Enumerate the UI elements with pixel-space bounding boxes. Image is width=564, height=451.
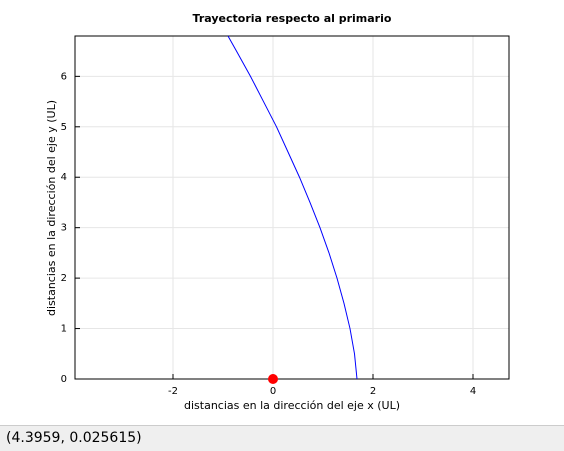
y-tick-label: 6	[61, 71, 67, 82]
y-tick-label: 5	[61, 122, 67, 133]
point	[268, 374, 278, 384]
y-axis-label: distancias en la dirección del eje y (UL…	[45, 100, 58, 316]
y-tick-label: 4	[61, 172, 67, 183]
status-bar: (4.3959, 0.025615)	[0, 425, 564, 451]
x-axis-label: distancias en la dirección del eje x (UL…	[184, 399, 400, 412]
x-tick-label: 0	[270, 386, 276, 397]
chart: Trayectoria respecto al primario distanc…	[45, 12, 510, 412]
y-tick-label: 3	[61, 223, 67, 234]
plot-frame	[74, 35, 510, 380]
x-tick-label: 2	[370, 386, 376, 397]
y-tick-label: 2	[61, 273, 67, 284]
x-tick-label: 4	[470, 386, 476, 397]
x-tick-label: -2	[168, 386, 178, 397]
chart-title: Trayectoria respecto al primario	[193, 12, 392, 25]
line	[227, 35, 358, 380]
y-tick-label: 0	[61, 374, 67, 385]
y-tick-label: 1	[61, 324, 67, 335]
